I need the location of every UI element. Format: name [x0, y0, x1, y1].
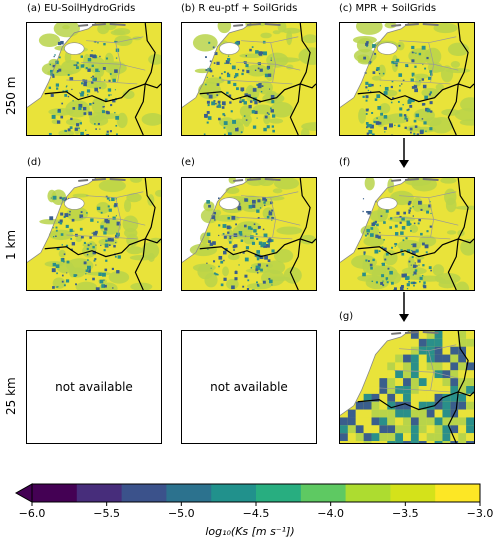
empty-panel-25km-a: not available [26, 330, 162, 444]
province-borders [66, 191, 146, 240]
panel-title-d: (d) [27, 157, 42, 168]
colorbar-tick-label: −4.0 [317, 507, 345, 520]
colorbar [14, 483, 481, 506]
national-border [357, 83, 474, 103]
eastern-border [447, 331, 469, 443]
lake-region [219, 197, 240, 210]
panel-title-c: (c) MPR + SoilGrids [339, 3, 437, 14]
map-panel-g [339, 330, 475, 444]
colorbar-segment [435, 484, 481, 502]
islands [233, 23, 281, 27]
coastline [340, 178, 410, 263]
colorbar-segment [345, 484, 391, 502]
sea-region [182, 178, 251, 263]
colorbar-tick-label: −3.5 [391, 507, 419, 520]
map-svg [340, 178, 474, 290]
panel-title-a: (a) EU-SoilHydroGrids [27, 3, 136, 14]
not-available-text-a: not available [55, 380, 133, 394]
map-svg [27, 178, 161, 290]
national-border [357, 238, 474, 258]
colorbar-segment [390, 484, 436, 502]
province-borders [221, 191, 301, 240]
arrow-f-to-g [399, 292, 409, 322]
islands [391, 178, 439, 182]
eastern-border [134, 23, 156, 135]
eastern-border [134, 178, 156, 290]
coastline [182, 23, 252, 108]
province-borders [221, 36, 301, 85]
colorbar-tick-label: −6.0 [18, 507, 46, 520]
national-border [357, 391, 474, 411]
sea-region [340, 178, 409, 263]
map-svg [27, 23, 161, 135]
province-borders [379, 191, 459, 240]
map-panel-b [181, 22, 317, 136]
islands [233, 178, 281, 182]
colorbar-segment [211, 484, 257, 502]
coastline [182, 178, 252, 263]
sea-region [27, 178, 96, 263]
arrow-c-to-f [399, 138, 409, 168]
eastern-border [289, 23, 311, 135]
national-border [199, 238, 316, 258]
national-border [44, 83, 161, 103]
colorbar-segment [76, 484, 123, 502]
lake-region [64, 42, 85, 55]
coastline [340, 23, 410, 108]
national-border [199, 83, 316, 103]
not-available-text-b: not available [210, 380, 288, 394]
colorbar-segment [256, 484, 302, 502]
lake-region [377, 197, 398, 210]
map-panel-f [339, 177, 475, 291]
colorbar-extend-triangle [14, 483, 33, 503]
colorbar-tick-label: −3.0 [466, 507, 494, 520]
province-borders [379, 36, 459, 85]
map-svg [182, 178, 316, 290]
colorbar-segment [300, 484, 347, 502]
colorbar-tick-label: −5.0 [167, 507, 195, 520]
coastline [340, 331, 410, 416]
panel-title-g: (g) [339, 311, 354, 322]
panel-title-f: (f) [339, 157, 351, 168]
national-border [44, 238, 161, 258]
islands [78, 23, 126, 27]
colorbar-tick-label: −5.5 [93, 507, 121, 520]
map-panel-d [26, 177, 162, 291]
panel-title-b: (b) R eu-ptf + SoilGrids [181, 3, 298, 14]
map-svg [340, 331, 474, 443]
colorbar-segment [32, 484, 78, 502]
eastern-border [447, 178, 469, 290]
province-borders [66, 36, 146, 85]
map-svg [340, 23, 474, 135]
lake-region [377, 42, 398, 55]
islands [391, 331, 439, 335]
coastline [27, 178, 97, 263]
map-panel-e [181, 177, 317, 291]
lake-region [64, 197, 85, 210]
eastern-border [447, 23, 469, 135]
colorbar-segment [166, 484, 212, 502]
colorbar-tick-label: −4.5 [242, 507, 270, 520]
map-svg [182, 23, 316, 135]
islands [78, 178, 126, 182]
coastline [27, 23, 97, 108]
colorbar-segment [121, 484, 167, 502]
empty-panel-25km-b: not available [181, 330, 317, 444]
islands [391, 23, 439, 27]
colorbar-label: log₁₀(Ks [m s⁻¹]) [205, 525, 295, 538]
lake-region [219, 42, 240, 55]
province-borders [379, 344, 459, 393]
map-panel-a [26, 22, 162, 136]
sea-region [340, 331, 409, 416]
eastern-border [289, 178, 311, 290]
panel-title-e: (e) [181, 157, 195, 168]
map-panel-c [339, 22, 475, 136]
